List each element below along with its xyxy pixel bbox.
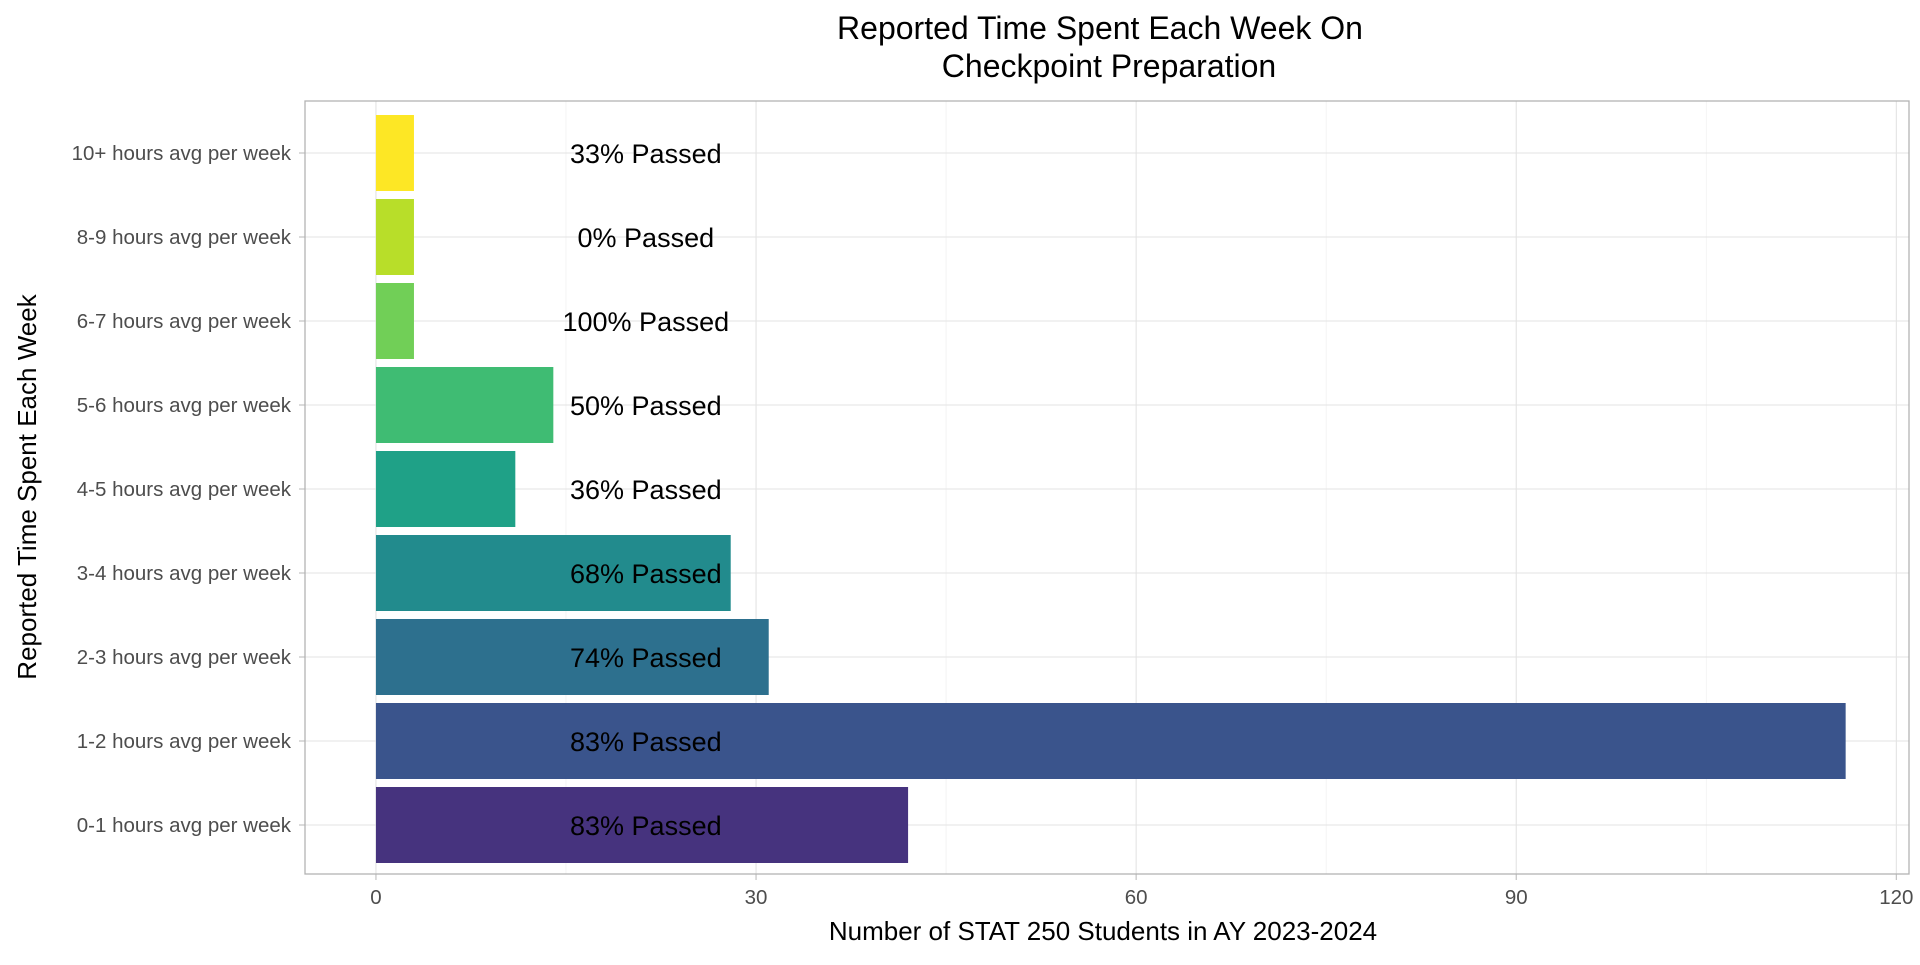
plot-panel-border <box>304 100 1910 875</box>
bar-data-label: 74% Passed <box>570 643 722 673</box>
bar-8 <box>375 199 414 275</box>
chart-title: Reported Time Spent Each Week On Checkpo… <box>837 10 1363 84</box>
bar-data-label: 83% Passed <box>570 811 722 841</box>
x-tick-label: 30 <box>745 886 768 909</box>
y-tick-label: 8-9 hours avg per week <box>77 226 292 249</box>
bar-5 <box>375 451 516 527</box>
bar-3 <box>375 619 769 695</box>
x-tick-label: 0 <box>370 886 381 909</box>
bar-2 <box>375 703 1846 779</box>
x-tick-label: 60 <box>1125 886 1148 909</box>
y-tick-label: 4-5 hours avg per week <box>77 478 292 501</box>
y-axis-title: Reported Time Spent Each Week <box>12 293 42 679</box>
x-tick-label: 120 <box>1879 886 1913 909</box>
bar-4 <box>375 535 731 611</box>
y-tick-label: 3-4 hours avg per week <box>77 562 292 585</box>
bar-1 <box>375 787 909 863</box>
bar-7 <box>375 283 414 359</box>
bar-6 <box>375 367 554 443</box>
bar-data-label: 0% Passed <box>578 223 715 253</box>
x-axis-title: Number of STAT 250 Students in AY 2023-2… <box>829 916 1377 946</box>
y-tick-label: 0-1 hours avg per week <box>77 814 292 837</box>
y-tick-label: 2-3 hours avg per week <box>77 646 292 669</box>
bar-9 <box>375 115 414 191</box>
bar-data-label: 36% Passed <box>570 475 722 505</box>
x-tick-label: 90 <box>1505 886 1528 909</box>
y-tick-label: 6-7 hours avg per week <box>77 310 292 333</box>
bar-data-label: 50% Passed <box>570 391 722 421</box>
chart-title-line-2: Checkpoint Preparation <box>942 48 1276 84</box>
data-labels: 83% Passed 83% Passed 74% Passed 68% Passed… <box>563 139 730 841</box>
bar-data-label: 68% Passed <box>570 559 722 589</box>
y-tick-label: 5-6 hours avg per week <box>77 394 292 417</box>
chart-title-line-1: Reported Time Spent Each Week On <box>837 10 1363 46</box>
bars <box>375 115 1846 863</box>
y-tick-label: 1-2 hours avg per week <box>77 730 292 753</box>
bar-data-label: 33% Passed <box>570 139 722 169</box>
bar-data-label: 83% Passed <box>570 727 722 757</box>
y-tick-label: 10+ hours avg per week <box>72 142 292 165</box>
x-axis: 0 30 60 90 120 <box>370 874 1913 909</box>
y-axis: 0-1 hours avg per week 1-2 hours avg per … <box>72 142 305 837</box>
bar-data-label: 100% Passed <box>563 307 730 337</box>
